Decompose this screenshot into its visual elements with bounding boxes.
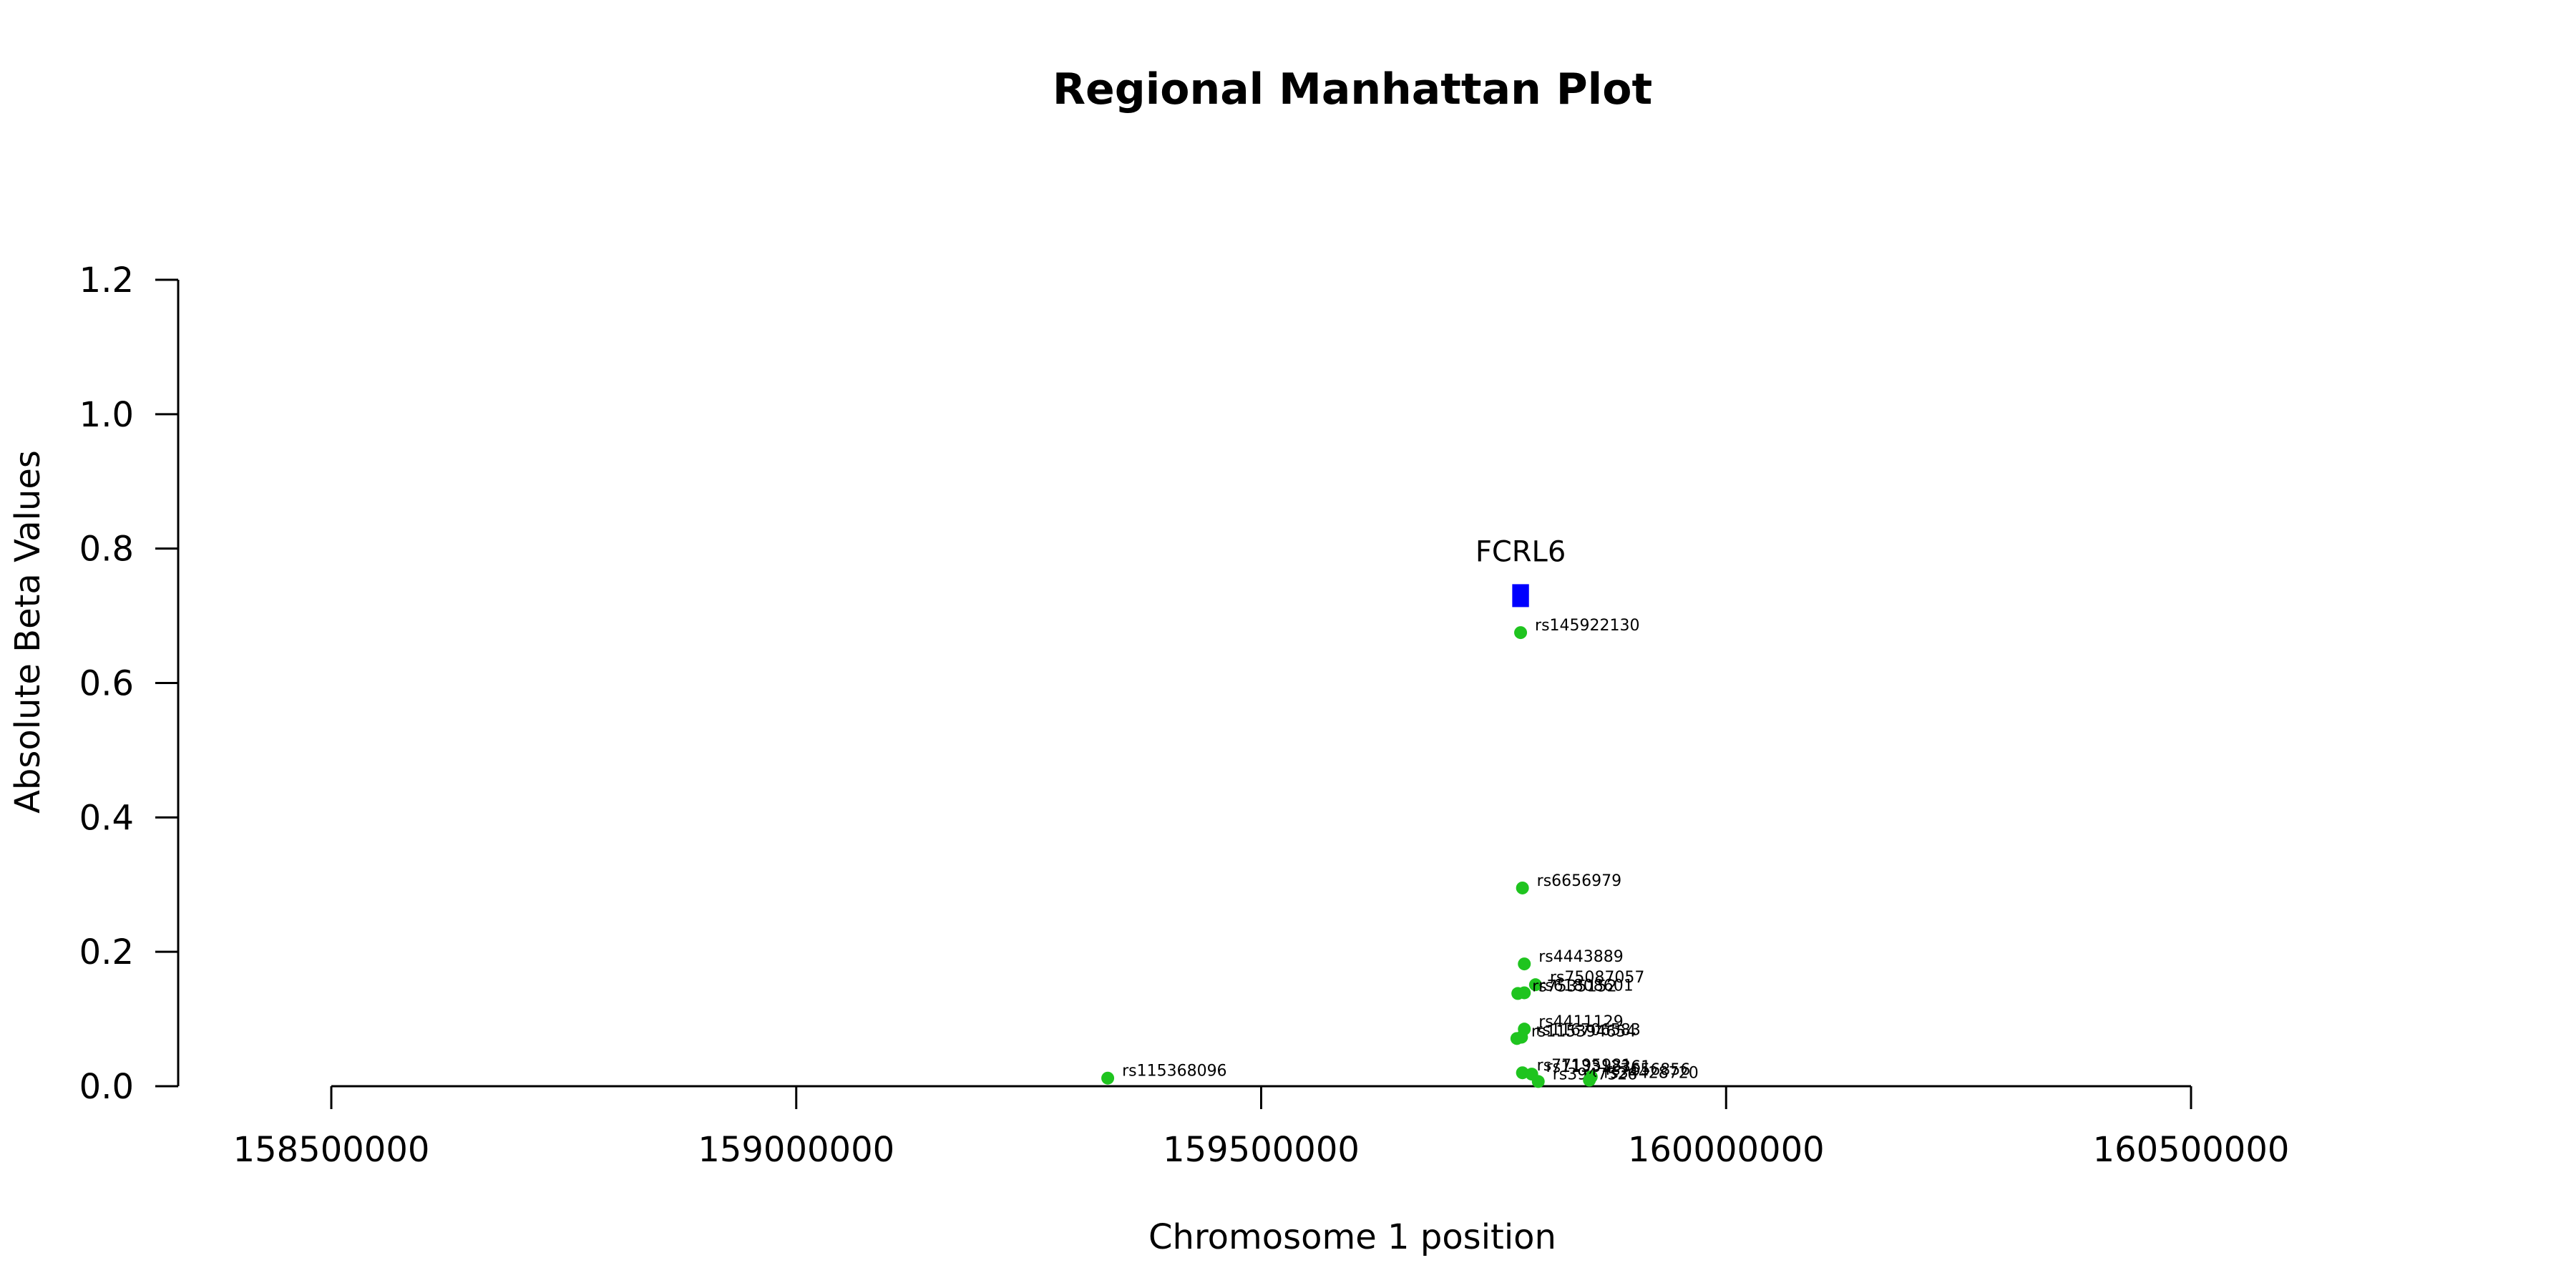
snp-point	[1518, 957, 1531, 971]
gene-bar	[1512, 584, 1529, 608]
snp-label: rs34428720	[1604, 1065, 1698, 1083]
y-tick-label: 1.2	[79, 260, 134, 301]
snp-point	[1583, 1073, 1596, 1087]
x-tick-label: 159500000	[1163, 1130, 1360, 1170]
snp-label: rs7656856	[1606, 1061, 1691, 1079]
snp-label: rs4411129	[1538, 1013, 1624, 1031]
snp-label: rs113312361	[1546, 1058, 1651, 1076]
y-tick-label: 0.6	[79, 664, 134, 704]
snp-point	[1531, 1075, 1545, 1088]
y-tick-label: 0.8	[79, 530, 134, 570]
x-tick-label: 158500000	[233, 1130, 430, 1170]
snp-label: rs116706583	[1536, 1021, 1640, 1039]
x-tick-label: 159000000	[698, 1130, 894, 1170]
snp-label: rs115368096	[1122, 1063, 1226, 1080]
y-tick-label: 0.4	[79, 798, 134, 838]
snp-label: rs61808601	[1538, 977, 1633, 995]
snp-point	[1518, 986, 1531, 1000]
y-axis-label: Absolute Beta Values	[8, 450, 48, 814]
snp-point	[1101, 1071, 1115, 1085]
y-tick-label: 1.0	[79, 395, 134, 435]
y-tick-label: 0.2	[79, 932, 134, 972]
snp-label: rs6656979	[1537, 872, 1622, 890]
snp-label: rs77195981	[1537, 1057, 1631, 1075]
chart-title: Regional Manhattan Plot	[1053, 64, 1652, 114]
x-axis-label: Chromosome 1 position	[1148, 1217, 1556, 1257]
snp-point	[1515, 1030, 1528, 1044]
axes: 0.0 0.2 0.4 0.6 0.8 1.0 1.2 158500000 159000000 1…	[79, 260, 2290, 1170]
snp-point	[1528, 978, 1542, 992]
snp-points: rs145922130rs6656979rs4443889rs75087057r…	[1101, 617, 1699, 1088]
x-tick-label: 160000000	[1628, 1130, 1825, 1170]
gene-track: FCRL6	[1475, 535, 1566, 608]
snp-label: rs75087057	[1550, 969, 1644, 987]
gene-label: FCRL6	[1475, 535, 1566, 568]
x-tick-label: 160500000	[2093, 1130, 2290, 1170]
snp-label: rs115394654	[1531, 1023, 1636, 1040]
snp-label: rs4443889	[1538, 948, 1624, 966]
snp-point	[1514, 626, 1528, 640]
snp-label: rs145922130	[1535, 617, 1639, 635]
y-tick-label: 0.0	[79, 1067, 134, 1107]
snp-label: rs7535152	[1532, 977, 1617, 995]
snp-point	[1516, 881, 1529, 894]
